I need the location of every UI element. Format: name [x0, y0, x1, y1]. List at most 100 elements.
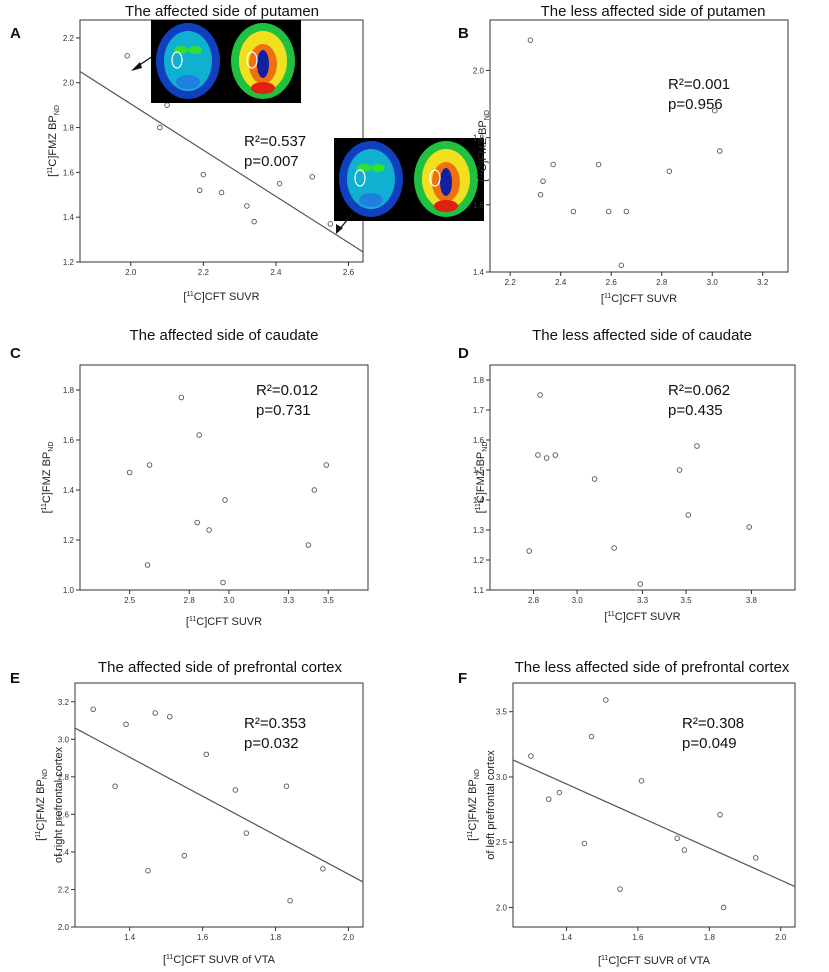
x-axis-label: [11C]CFT SUVR of VTA [598, 955, 711, 967]
data-point [164, 102, 170, 108]
data-point [251, 218, 257, 225]
data-point [581, 840, 588, 847]
r-squared-label: R²=0.308 [682, 715, 744, 732]
data-point [535, 452, 541, 458]
y-axis-label: [11C]FMZ BPND​ [467, 769, 481, 841]
x-tick-label: 1.6 [632, 933, 644, 942]
data-point [674, 835, 680, 842]
data-point [685, 512, 692, 518]
x-tick-label: 2.2 [198, 268, 210, 277]
data-point [618, 262, 625, 269]
data-point [570, 208, 577, 215]
y-tick-label: 1.4 [473, 496, 485, 505]
x-tick-label: 2.0 [343, 933, 355, 942]
p-value-label: p=0.956 [668, 96, 723, 113]
y-tick-label: 2.6 [58, 810, 70, 819]
data-point [309, 174, 315, 180]
y-tick-label: 2.2 [58, 885, 70, 894]
data-point [203, 751, 209, 758]
data-point [220, 579, 226, 586]
panel-letter: A [10, 25, 21, 42]
data-point [638, 778, 645, 784]
data-point [327, 221, 334, 227]
y-tick-label: 1.4 [473, 268, 485, 277]
panel-f: F The less affected side of prefrontal co… [458, 659, 796, 967]
x-tick-label: 3.0 [223, 596, 235, 605]
x-tick-label: 2.8 [184, 596, 196, 605]
chart-title: The affected side of caudate [129, 327, 318, 344]
y-tick-label: 2.8 [58, 773, 70, 782]
data-point [537, 392, 543, 398]
data-point [196, 187, 203, 194]
x-tick-label: 1.4 [561, 933, 573, 942]
y-tick-label: 1.7 [473, 406, 485, 415]
plot-frame [489, 19, 789, 273]
data-point [540, 178, 546, 185]
x-tick-label: 2.8 [656, 278, 668, 287]
panel-d: D The less affected side of caudate 2.8 3.0… [458, 327, 796, 623]
arrow-head-icon [131, 62, 142, 71]
x-tick-label: 2.0 [775, 933, 787, 942]
data-point [287, 897, 293, 904]
r-squared-label: R²=0.012 [256, 382, 318, 399]
regression-line [512, 759, 796, 888]
y-tick-label: 1.6 [63, 168, 75, 177]
x-tick-label: 2.4 [270, 268, 282, 277]
data-point [545, 796, 552, 802]
y-tick-label: 2.0 [496, 903, 508, 912]
y-axis-label: [11C]FMZ BPND​ [477, 110, 491, 182]
x-axis-label: [11C]CFT SUVR [186, 616, 262, 628]
panel-letter: D [458, 345, 469, 362]
data-point [311, 487, 318, 493]
data-point [617, 886, 623, 892]
y-tick-label: 1.4 [63, 486, 75, 495]
data-point [167, 714, 173, 720]
x-tick-label: 2.5 [124, 596, 136, 605]
y-tick-label: 1.3 [473, 526, 485, 535]
data-point [603, 697, 609, 703]
data-point [717, 148, 723, 154]
data-point [206, 527, 212, 533]
p-value-label: p=0.049 [682, 735, 737, 752]
data-point [178, 394, 185, 401]
r-squared-label: R²=0.537 [244, 133, 306, 150]
y-tick-label: 2.0 [58, 923, 70, 932]
y-tick-label: 1.5 [473, 466, 485, 475]
data-point [232, 787, 239, 793]
data-point [595, 161, 602, 168]
y-tick-label: 2.0 [63, 79, 75, 88]
chart-title: The less affected side of prefrontal cor… [515, 659, 790, 676]
regression-line [74, 727, 364, 883]
data-point [144, 562, 151, 568]
x-tick-label: 3.3 [637, 596, 649, 605]
p-value-label: p=0.731 [256, 402, 311, 419]
panel-c: C The affected side of caudate 2.5 2.8 3.0 3.… [10, 327, 369, 628]
data-point [550, 161, 556, 168]
data-point [196, 432, 202, 438]
data-point [527, 37, 534, 43]
data-point [611, 545, 617, 551]
y-tick-label: 1.6 [63, 436, 75, 445]
x-tick-label: 1.8 [704, 933, 716, 942]
y-tick-label: 3.0 [58, 735, 70, 744]
y-axis-label: [11C]FMZ BPND​ [47, 105, 61, 177]
pet-inset-low [334, 138, 484, 221]
y-axis-label-line2: of right prefrontal cortex [53, 746, 65, 863]
data-point [526, 548, 532, 554]
panel-letter: F [458, 670, 467, 687]
data-point [181, 852, 188, 859]
y-axis-label-line2: of left prefrontal cortex [485, 750, 497, 860]
panel-letter: E [10, 670, 20, 687]
data-point [637, 581, 644, 587]
data-point [323, 462, 330, 468]
data-point [681, 847, 688, 853]
data-point [152, 710, 158, 716]
r-squared-label: R²=0.062 [668, 382, 730, 399]
data-point [283, 783, 290, 789]
data-point [528, 753, 534, 759]
chart-title: The less affected side of putamen [541, 3, 766, 20]
y-tick-label: 2.0 [473, 66, 485, 75]
x-axis-label: [11C]CFT SUVR [601, 293, 677, 305]
x-tick-label: 3.8 [746, 596, 758, 605]
